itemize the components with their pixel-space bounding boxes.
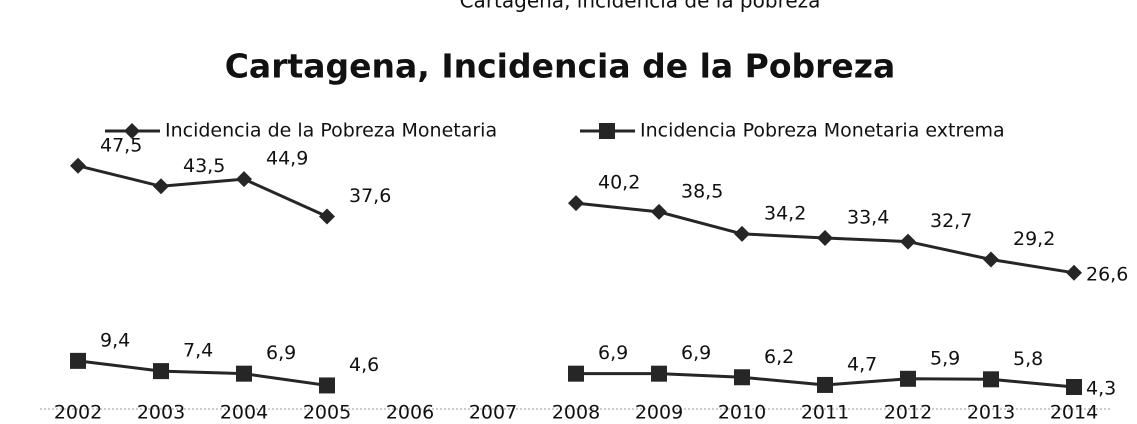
x-tick-label: 2004 [220,402,268,424]
data-label: 40,2 [598,172,640,194]
data-label: 6,9 [266,342,296,364]
legend-label: Incidencia de la Pobreza Monetaria [165,120,497,142]
data-label: 4,6 [349,354,379,376]
data-label: 6,9 [598,342,628,364]
marker [1066,264,1082,281]
x-tick-label: 2005 [303,402,351,424]
data-label: 44,9 [266,148,308,170]
caption: Cartagena, incidencia de la pobreza [460,0,821,13]
marker [983,371,999,388]
x-tick-label: 2009 [635,402,683,424]
legend-label: Incidencia Pobreza Monetaria extrema [640,120,1005,142]
marker [70,157,86,174]
series-line [77,164,328,218]
marker [599,123,615,139]
x-tick-label: 2003 [137,402,185,424]
data-label: 26,6 [1086,263,1128,285]
marker [651,203,667,220]
marker [153,363,169,380]
marker [153,178,169,195]
x-tick-label: 2008 [552,402,600,424]
data-label: 32,7 [930,210,972,232]
marker [734,369,750,386]
marker [319,377,335,394]
data-label: 5,8 [1013,348,1043,370]
data-label: 4,7 [847,353,877,375]
marker [236,171,252,188]
chart-title: Cartagena, Incidencia de la Pobreza [225,47,896,86]
marker [817,376,833,393]
marker [651,365,667,382]
data-label: 4,3 [1086,377,1116,399]
series-line [77,359,328,387]
marker [900,370,916,387]
x-tick-label: 2012 [884,402,932,424]
data-label: 6,9 [681,342,711,364]
x-tick-label: 2014 [1050,402,1098,424]
x-tick-label: 2007 [469,402,517,424]
marker [568,365,584,382]
marker [319,208,335,225]
data-label: 37,6 [349,185,391,207]
marker [900,233,916,250]
data-label: 9,4 [100,329,130,351]
x-tick-label: 2013 [967,402,1015,424]
marker [568,195,584,212]
x-tick-label: 2006 [386,402,434,424]
x-tick-label: 2011 [801,402,849,424]
marker [734,225,750,242]
x-tick-label: 2002 [54,402,102,424]
data-label: 34,2 [764,202,806,224]
data-label: 43,5 [183,155,225,177]
data-label: 7,4 [183,340,213,362]
marker [817,229,833,246]
marker [124,123,140,139]
data-label: 38,5 [681,180,723,202]
marker [236,365,252,382]
marker [1066,378,1082,395]
marker [70,352,86,369]
marker [983,251,999,268]
data-label: 5,9 [930,347,960,369]
data-label: 33,4 [847,206,889,228]
data-label: 47,5 [100,134,142,156]
data-label: 6,2 [764,346,794,368]
data-label: 29,2 [1013,228,1055,250]
x-tick-label: 2010 [718,402,766,424]
